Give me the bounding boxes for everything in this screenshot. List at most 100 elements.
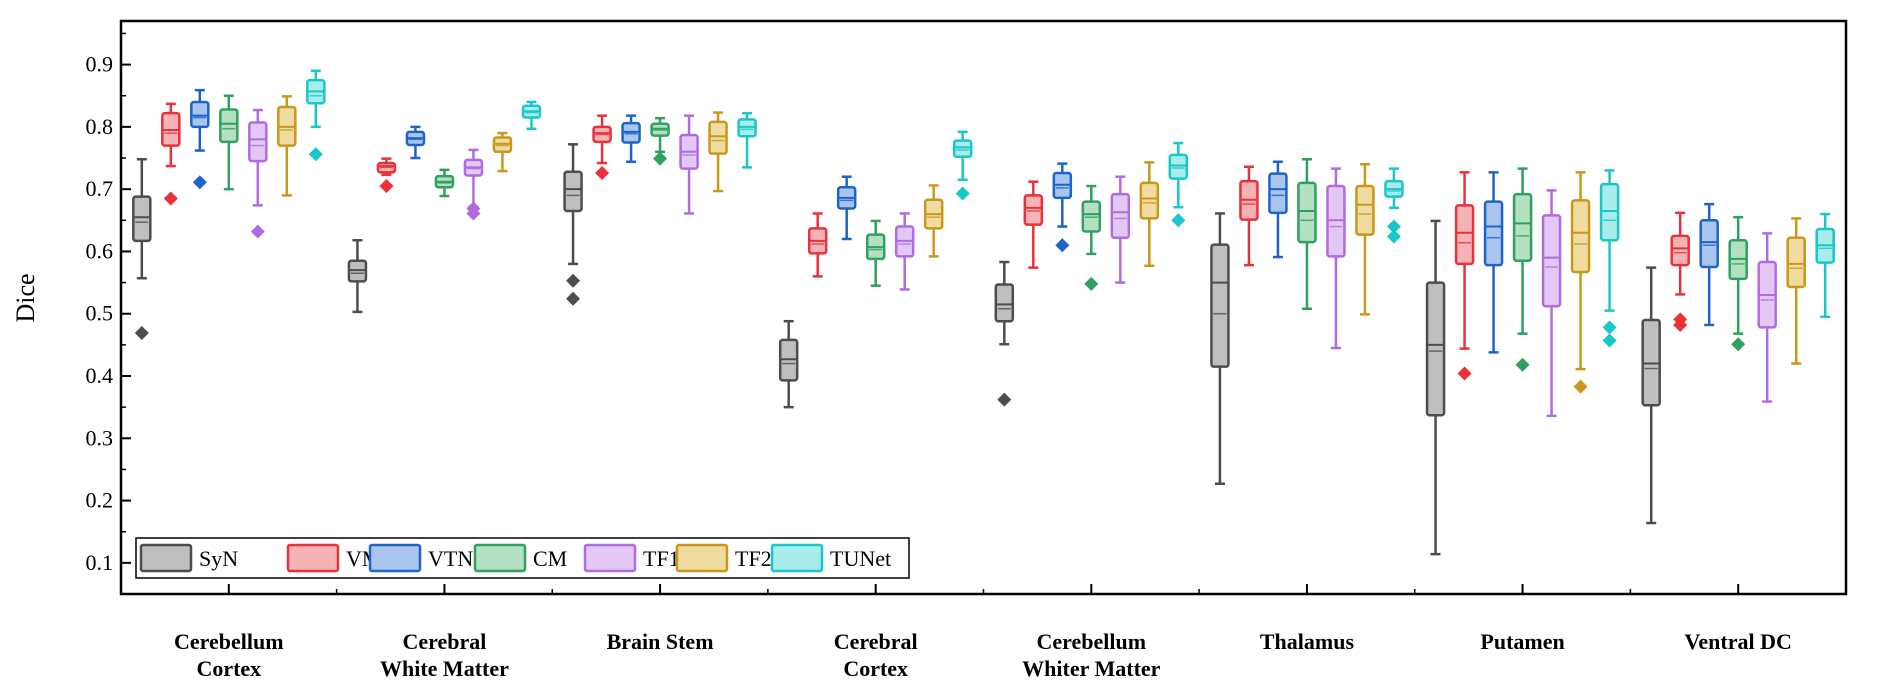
y-tick-label: 0.4 bbox=[86, 363, 114, 388]
y-tick-label: 0.3 bbox=[86, 425, 114, 450]
outlier-point bbox=[1055, 238, 1070, 253]
box-iqr bbox=[563, 170, 583, 213]
x-category-label-line: Whiter Matter bbox=[1022, 656, 1160, 681]
outlier-point bbox=[163, 191, 178, 206]
outlier-point bbox=[653, 151, 668, 166]
box-vtn-5 bbox=[1052, 162, 1073, 253]
box-iqr bbox=[1297, 181, 1317, 244]
box-iqr bbox=[1425, 281, 1446, 417]
outlier-point bbox=[1386, 219, 1401, 234]
outlier-point bbox=[308, 147, 323, 162]
legend-swatch bbox=[139, 543, 193, 573]
box-tf2-8 bbox=[1786, 217, 1806, 365]
box-iqr bbox=[132, 195, 152, 243]
outlier-point bbox=[1731, 337, 1746, 352]
box-tf1-4 bbox=[894, 212, 915, 291]
x-category-label-line: Cortex bbox=[196, 656, 261, 681]
y-tick-label: 0.2 bbox=[86, 488, 114, 513]
box-cm-5 bbox=[1081, 184, 1102, 291]
box-vtn-4 bbox=[836, 175, 857, 241]
box-tunet-4 bbox=[952, 130, 973, 201]
outlier-point bbox=[1602, 320, 1617, 335]
x-category-label: Cerebellum Whiter Matter bbox=[1022, 629, 1160, 681]
outlier-point bbox=[566, 291, 581, 306]
box-tf1-1 bbox=[248, 108, 268, 239]
x-category-label-line: Brain Stem bbox=[607, 629, 714, 654]
box-tf2-7 bbox=[1570, 171, 1591, 394]
legend-swatch bbox=[368, 543, 422, 573]
box-tf1-7 bbox=[1541, 189, 1562, 418]
outlier-point bbox=[595, 165, 610, 180]
legend-item-tf1: TF1 bbox=[583, 543, 680, 573]
box-iqr bbox=[708, 120, 728, 155]
box-syn-2 bbox=[347, 238, 368, 314]
box-vm-1 bbox=[161, 102, 181, 206]
x-category-label: Cerebellum Cortex bbox=[174, 629, 284, 681]
x-category-label-line: Cerebral bbox=[834, 629, 918, 654]
outlier-point bbox=[466, 206, 481, 221]
box-tf2-5 bbox=[1139, 161, 1160, 268]
outlier-point bbox=[1457, 366, 1472, 381]
box-iqr bbox=[1699, 219, 1719, 269]
x-category-label: Ventral DC bbox=[1685, 629, 1792, 654]
plot-frame bbox=[119, 19, 1848, 596]
box-tf2-2 bbox=[492, 131, 513, 173]
legend-label: VTN bbox=[428, 546, 473, 571]
box-tf2-4 bbox=[923, 184, 944, 258]
outlier-point bbox=[192, 175, 207, 190]
legend-label: CM bbox=[533, 546, 567, 571]
box-cm-8 bbox=[1728, 215, 1748, 352]
box-syn-3 bbox=[563, 143, 583, 306]
legend-item-tf2: TF2 bbox=[675, 543, 772, 573]
y-tick-label: 0.6 bbox=[86, 238, 114, 263]
box-syn-8 bbox=[1641, 266, 1661, 525]
box-iqr bbox=[1355, 184, 1375, 236]
box-iqr bbox=[1512, 192, 1533, 263]
x-category-label-line: Cerebral bbox=[402, 629, 486, 654]
box-iqr bbox=[1023, 194, 1044, 226]
box-cm-4 bbox=[865, 219, 886, 287]
outlier-point bbox=[1515, 357, 1530, 372]
x-category-label-line: Cerebellum bbox=[174, 629, 284, 654]
box-iqr bbox=[994, 283, 1015, 323]
box-vm-6 bbox=[1239, 165, 1259, 267]
box-vtn-1 bbox=[190, 88, 210, 190]
y-tick-label: 0.5 bbox=[86, 301, 114, 326]
box-tunet-8 bbox=[1815, 212, 1835, 319]
x-category-label-line: Ventral DC bbox=[1685, 629, 1792, 654]
outlier-point bbox=[1386, 229, 1401, 244]
legend-swatch bbox=[286, 543, 340, 573]
box-tf1-8 bbox=[1757, 232, 1777, 403]
box-tf1-6 bbox=[1326, 167, 1346, 350]
box-cm-2 bbox=[434, 168, 455, 198]
box-tunet-7 bbox=[1599, 169, 1620, 348]
x-category-label-line: Putamen bbox=[1480, 629, 1564, 654]
legend-swatch bbox=[675, 543, 729, 573]
legend-swatch bbox=[473, 543, 527, 573]
legend-item-vtn: VTN bbox=[368, 543, 473, 573]
box-tf2-6 bbox=[1355, 163, 1375, 316]
box-tunet-1 bbox=[306, 69, 326, 162]
legend-item-tunet: TUNet bbox=[770, 543, 891, 573]
legend-item-syn: SyN bbox=[139, 543, 238, 573]
box-tf2-1 bbox=[277, 95, 297, 197]
box-iqr bbox=[1599, 182, 1620, 242]
legend-label: TUNet bbox=[830, 546, 891, 571]
box-iqr bbox=[219, 108, 239, 144]
outlier-point bbox=[250, 224, 265, 239]
box-vtn-2 bbox=[405, 125, 426, 160]
legend: SyN VM VTN CM TF1 TF2 TUNet bbox=[135, 537, 910, 579]
box-cm-6 bbox=[1297, 158, 1317, 310]
y-tick-label: 0.7 bbox=[86, 176, 114, 201]
box-cm-7 bbox=[1512, 167, 1533, 372]
box-iqr bbox=[1139, 181, 1160, 220]
box-syn-5 bbox=[994, 260, 1015, 407]
box-vm-4 bbox=[807, 212, 828, 278]
box-iqr bbox=[1110, 192, 1131, 239]
outlier-point bbox=[134, 326, 149, 341]
outlier-point bbox=[379, 179, 394, 194]
box-tf1-2 bbox=[463, 148, 484, 221]
box-syn-6 bbox=[1210, 212, 1230, 486]
box-tunet-3 bbox=[737, 111, 757, 169]
x-category-label: Thalamus bbox=[1260, 629, 1355, 654]
